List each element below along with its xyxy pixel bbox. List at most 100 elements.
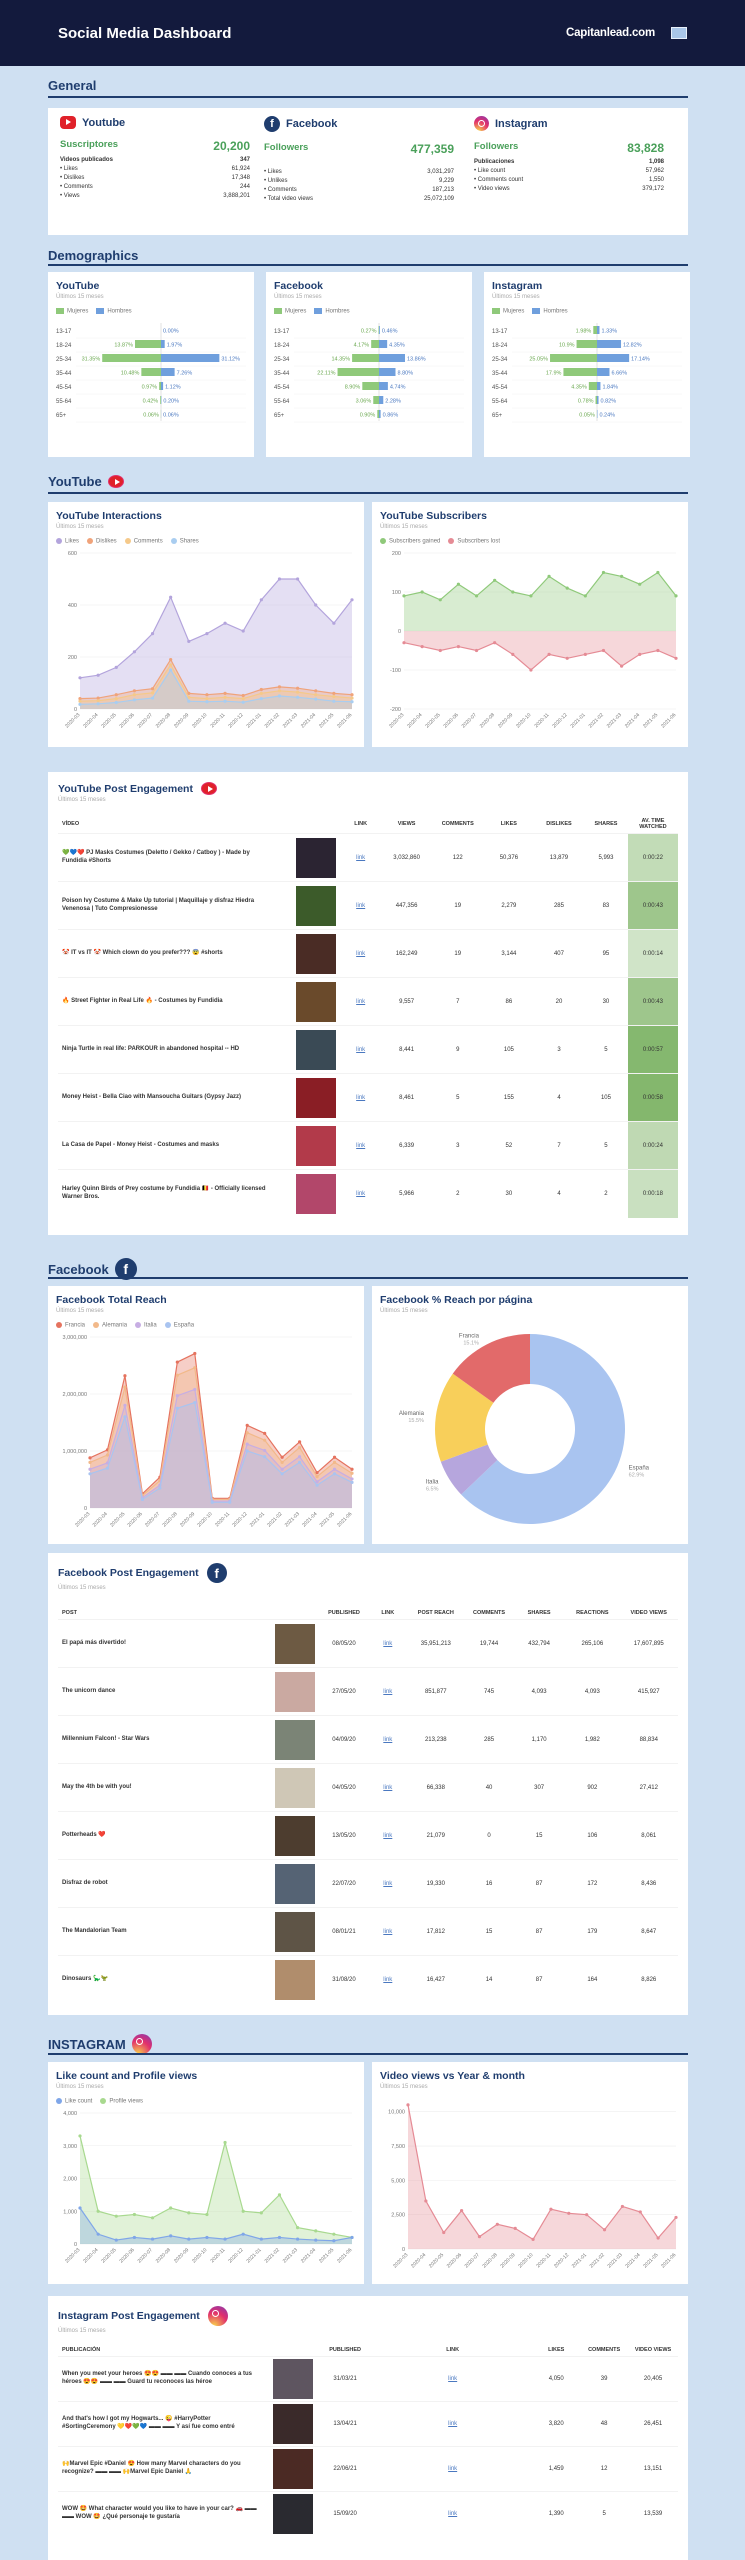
post-thumbnail[interactable] [274, 1815, 315, 1856]
column-header[interactable]: SHARES [527, 1610, 551, 1616]
table-row[interactable]: 🤡 IT vs IT 🤡 Which clown do you prefer??… [58, 929, 678, 978]
post-link[interactable]: link [356, 1094, 366, 1101]
table-row[interactable]: Potterheads ❤️ 13/05/20 link 21,079 0 15 106 8,… [58, 1811, 678, 1860]
post-thumbnail[interactable] [273, 2494, 314, 2535]
post-thumbnail[interactable] [273, 2359, 314, 2399]
post-thumbnail[interactable] [274, 1623, 315, 1664]
post-thumbnail[interactable] [274, 1863, 315, 1904]
legend-item[interactable]: Subscribers gained [380, 538, 440, 545]
legend-item[interactable]: España [164, 1322, 194, 1329]
post-thumbnail[interactable] [274, 1719, 315, 1760]
column-header[interactable]: POST [62, 1610, 77, 1616]
table-row[interactable]: 🔥 Street Fighter in Real Life 🔥 - Costum… [58, 977, 678, 1026]
post-link[interactable]: link [383, 1928, 393, 1935]
table-row[interactable]: 🙌Marvel Epic #Daniel 😍 How many Marvel c… [58, 2446, 678, 2492]
table-row[interactable]: Harley Quinn Birds of Prey costume by Fu… [58, 1169, 678, 1218]
table-row[interactable]: May the 4th be with you! 04/05/20 link 66,3… [58, 1763, 678, 1812]
table-row[interactable]: Millennium Falcon! - Star Wars 04/09/20 li… [58, 1715, 678, 1764]
post-thumbnail[interactable] [295, 885, 336, 926]
post-link[interactable]: link [383, 1976, 393, 1983]
legend-item[interactable]: Profile views [100, 2098, 143, 2105]
post-thumbnail[interactable] [295, 1077, 336, 1118]
table-row[interactable]: 💚💙❤️ PJ Masks Costumes (Deletto / Gekko … [58, 833, 678, 882]
table-row[interactable]: Poison Ivy Costume & Make Up tutorial | … [58, 881, 678, 930]
post-link[interactable]: link [356, 1142, 366, 1149]
legend-item[interactable]: Like count [56, 2098, 92, 2105]
legend-item[interactable]: Dislikes [87, 538, 117, 545]
language-flag-icon[interactable] [671, 27, 687, 39]
post-thumbnail[interactable] [274, 1959, 315, 2000]
post-thumbnail[interactable] [295, 933, 336, 974]
table-row[interactable]: Ninja Turtle in real life: PARKOUR in ab… [58, 1025, 678, 1074]
column-header[interactable]: VIEWS [397, 821, 416, 827]
column-header[interactable]: LINK [354, 821, 368, 827]
post-thumbnail[interactable] [295, 1125, 336, 1166]
brand-logo[interactable]: Capitanlead.com [565, 27, 655, 39]
post-thumbnail[interactable] [295, 837, 336, 878]
column-header[interactable]: VIDEO VIEWS [630, 1610, 667, 1616]
column-header[interactable]: PUBLICACIÓN [62, 2347, 101, 2353]
column-header[interactable]: AV. TIME WATCHED [639, 818, 667, 830]
post-thumbnail[interactable] [274, 1911, 315, 1952]
post-thumbnail[interactable] [295, 981, 336, 1022]
legend-item[interactable]: Alemania [93, 1322, 127, 1329]
post-link[interactable]: link [448, 2511, 458, 2518]
table-row[interactable]: WOW 🤩 What character would you like to h… [58, 2491, 678, 2537]
post-link[interactable]: link [356, 902, 366, 909]
column-header[interactable]: LIKES [500, 821, 517, 827]
table-row[interactable]: Dinosaurs 🦕🦖 31/08/20 link 16,427 14 87 164 8,8… [58, 1955, 678, 2004]
column-header[interactable]: COMMENTS [441, 821, 474, 827]
column-header[interactable]: LINK [446, 2347, 460, 2353]
post-link[interactable]: link [383, 1832, 393, 1839]
post-link[interactable]: link [383, 1640, 393, 1647]
post-link[interactable]: link [383, 1688, 393, 1695]
legend-item[interactable]: Hombres [532, 308, 568, 315]
table-row[interactable]: El papá más divertido! 08/05/20 link 35,951… [58, 1619, 678, 1668]
column-header[interactable]: POST REACH [417, 1610, 454, 1616]
table-row[interactable]: The Mandalorian Team 08/01/21 link 17,812 15… [58, 1907, 678, 1956]
post-thumbnail[interactable] [273, 2449, 314, 2489]
legend-item[interactable]: Mujeres [492, 308, 524, 315]
post-thumbnail[interactable] [295, 1173, 336, 1214]
post-thumbnail[interactable] [274, 1671, 315, 1712]
post-thumbnail[interactable] [295, 1029, 336, 1070]
post-link[interactable]: link [383, 1784, 393, 1791]
column-header[interactable]: LINK [381, 1610, 395, 1616]
table-row[interactable]: La Casa de Papel - Money Heist - Costume… [58, 1121, 678, 1170]
column-header[interactable]: REACTIONS [576, 1610, 609, 1616]
legend-item[interactable]: Hombres [96, 308, 132, 315]
post-link[interactable]: link [356, 950, 366, 957]
legend-item[interactable]: Comments [124, 538, 163, 545]
column-header[interactable]: SHARES [594, 821, 618, 827]
legend-item[interactable]: Shares [170, 538, 199, 545]
legend-item[interactable]: Francia [56, 1322, 85, 1329]
column-header[interactable]: PUBLISHED [329, 2347, 361, 2353]
legend-item[interactable]: Hombres [314, 308, 350, 315]
post-link[interactable]: link [356, 854, 366, 861]
post-link[interactable]: link [448, 2376, 458, 2382]
column-header[interactable]: PUBLISHED [328, 1610, 360, 1616]
post-link[interactable]: link [448, 2466, 458, 2472]
table-row[interactable]: When you meet your heroes 😍😍 ▬▬ ▬▬ Cuand… [58, 2356, 678, 2402]
post-link[interactable]: link [383, 1736, 393, 1743]
legend-item[interactable]: Mujeres [274, 308, 306, 315]
legend-item[interactable]: Likes [56, 538, 79, 545]
post-thumbnail[interactable] [273, 2404, 314, 2444]
column-header[interactable]: COMMENTS [588, 2347, 621, 2353]
post-link[interactable]: link [383, 1880, 393, 1887]
post-link[interactable]: link [356, 1190, 366, 1197]
post-link[interactable]: link [356, 998, 366, 1005]
post-link[interactable]: link [356, 1046, 366, 1053]
column-header[interactable]: COMMENTS [472, 1610, 506, 1616]
post-thumbnail[interactable] [274, 1767, 315, 1808]
column-header[interactable]: DISLIKES [546, 821, 572, 827]
legend-item[interactable]: Subscribers lost [448, 538, 500, 545]
table-row[interactable]: And that's how I got my Hogwarts... 😜 #H… [58, 2401, 678, 2447]
column-header[interactable]: LIKES [548, 2347, 565, 2353]
post-link[interactable]: link [448, 2421, 458, 2427]
table-row[interactable]: The unicorn dance 27/05/20 link 851,877 745 4… [58, 1667, 678, 1716]
legend-item[interactable]: Mujeres [56, 308, 88, 315]
table-row[interactable]: Money Heist - Bella Ciao with Mansoucha … [58, 1073, 678, 1122]
column-header[interactable]: VIDEO VIEWS [634, 2347, 672, 2353]
legend-item[interactable]: Italia [135, 1322, 157, 1329]
